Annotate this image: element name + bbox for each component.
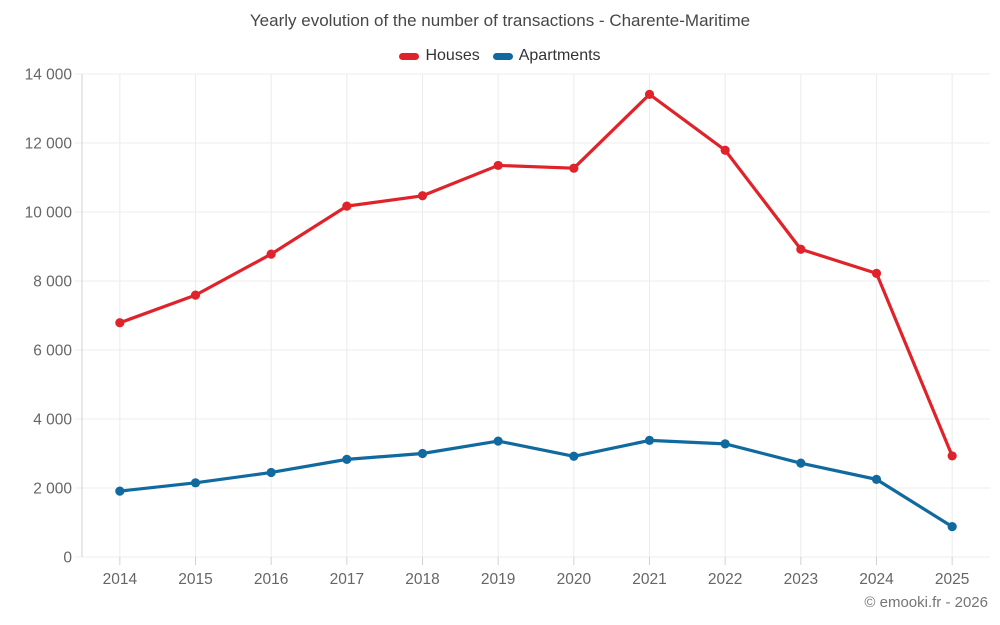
x-axis-label: 2020	[557, 571, 592, 588]
x-axis-label: 2017	[330, 571, 364, 588]
series-point-apartments-2025[interactable]	[947, 522, 957, 532]
series-point-apartments-2022[interactable]	[720, 439, 730, 449]
y-axis-label: 6 000	[33, 343, 72, 360]
series-point-houses-2020[interactable]	[569, 163, 579, 173]
x-axis-label: 2021	[632, 571, 666, 588]
x-axis-label: 2015	[178, 571, 212, 588]
series-point-apartments-2017[interactable]	[342, 454, 352, 464]
y-axis-label: 4 000	[33, 412, 72, 429]
legend: Houses Apartments	[0, 47, 1000, 65]
houses-legend-label: Houses	[425, 47, 480, 64]
series-point-apartments-2015[interactable]	[190, 478, 201, 488]
copyright-text: © emooki.fr - 2026	[864, 594, 988, 611]
x-axis-label: 2016	[254, 571, 288, 588]
series-point-houses-2022[interactable]	[720, 145, 730, 155]
x-axis-label: 2024	[859, 571, 894, 588]
legend-item-apartments[interactable]: Apartments	[492, 47, 601, 65]
series-point-apartments-2024[interactable]	[871, 474, 882, 484]
y-axis-label: 0	[63, 550, 72, 567]
y-axis-label: 2 000	[33, 481, 72, 498]
series-point-apartments-2018[interactable]	[417, 448, 428, 459]
apartments-legend-label: Apartments	[518, 47, 601, 64]
y-axis-label: 10 000	[25, 205, 73, 222]
legend-item-houses[interactable]: Houses	[399, 47, 480, 65]
series-point-apartments-2019[interactable]	[493, 436, 503, 446]
houses-legend-marker-icon	[399, 52, 420, 60]
series-line-apartments	[118, 438, 954, 529]
y-axis-label: 8 000	[33, 274, 72, 291]
chart-title: Yearly evolution of the number of transa…	[249, 11, 751, 30]
series-point-houses-2018[interactable]	[417, 191, 428, 201]
series-line-houses	[118, 92, 954, 458]
x-axis-label: 2025	[935, 571, 969, 588]
series-point-apartments-2021[interactable]	[644, 435, 655, 445]
series-point-houses-2025[interactable]	[947, 451, 957, 461]
apartments-legend-marker-icon	[492, 52, 513, 60]
y-axis-label: 12 000	[25, 136, 73, 153]
series-point-houses-2024[interactable]	[871, 268, 882, 279]
series-point-apartments-2014[interactable]	[115, 486, 125, 496]
y-axis-label: 14 000	[25, 67, 73, 84]
series-point-houses-2014[interactable]	[115, 318, 125, 328]
x-axis-label: 2023	[784, 571, 818, 588]
series-point-apartments-2016[interactable]	[266, 467, 276, 478]
series-point-houses-2021[interactable]	[644, 89, 655, 99]
x-axis-label: 2014	[103, 571, 138, 588]
series-point-houses-2017[interactable]	[342, 201, 352, 211]
series-point-apartments-2023[interactable]	[796, 458, 806, 468]
series-point-houses-2016[interactable]	[266, 249, 276, 259]
series-point-houses-2023[interactable]	[796, 244, 806, 254]
x-axis-label: 2022	[708, 571, 742, 588]
series-point-apartments-2020[interactable]	[569, 451, 579, 461]
x-axis-label: 2019	[481, 571, 515, 588]
x-axis-label: 2018	[405, 571, 439, 588]
series-point-houses-2019[interactable]	[493, 160, 503, 171]
series-point-houses-2015[interactable]	[190, 290, 201, 300]
